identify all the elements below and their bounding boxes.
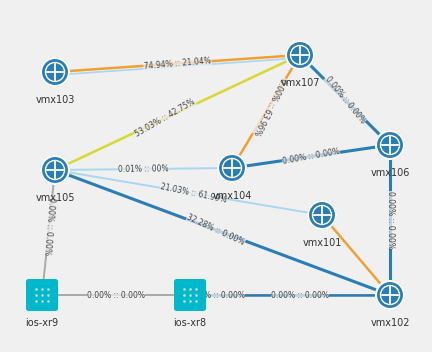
Text: 21.03% :: 61.99%: 21.03% :: 61.99% [160, 182, 228, 205]
Circle shape [286, 41, 314, 69]
Text: 74.94% :: 21.04%: 74.94% :: 21.04% [143, 56, 212, 71]
FancyBboxPatch shape [27, 280, 57, 310]
Circle shape [376, 131, 404, 159]
Text: 0.00% :: 0.00%: 0.00% :: 0.00% [87, 290, 145, 300]
Circle shape [41, 58, 69, 86]
Text: 0.00% :: 0.00%: 0.00% :: 0.00% [323, 75, 367, 125]
Text: vmx106: vmx106 [370, 168, 410, 178]
Circle shape [218, 154, 246, 182]
Text: 0.00% :: 63.96%: 0.00% :: 63.96% [251, 76, 287, 136]
Circle shape [41, 156, 69, 184]
Text: vmx101: vmx101 [302, 238, 342, 248]
Text: 0.01% :: 00%: 0.01% :: 00% [118, 164, 169, 174]
Text: vmx102: vmx102 [370, 318, 410, 328]
FancyBboxPatch shape [175, 280, 205, 310]
Text: 53.03% :: 42.75%: 53.03% :: 42.75% [134, 98, 197, 139]
Text: 0.00% :: 0.00%: 0.00% :: 0.00% [42, 197, 56, 256]
Text: 0.00% :: 0.00%: 0.00% :: 0.00% [282, 147, 340, 166]
Text: vmx107: vmx107 [280, 78, 320, 88]
Circle shape [308, 201, 336, 229]
Text: ios-xr8: ios-xr8 [173, 318, 206, 328]
Text: 0.00% :: 0.00%: 0.00% :: 0.00% [271, 290, 329, 300]
Text: ios-xr9: ios-xr9 [25, 318, 59, 328]
Text: vmx104: vmx104 [212, 191, 252, 201]
Text: vmx103: vmx103 [35, 95, 75, 105]
Text: 32.28% :: 0.00%: 32.28% :: 0.00% [185, 213, 246, 247]
Text: 0.00% :: 0.00%: 0.00% :: 0.00% [187, 290, 245, 300]
Text: 0.00% :: 0.00%: 0.00% :: 0.00% [385, 191, 394, 249]
Circle shape [376, 281, 404, 309]
Text: vmx105: vmx105 [35, 193, 75, 203]
